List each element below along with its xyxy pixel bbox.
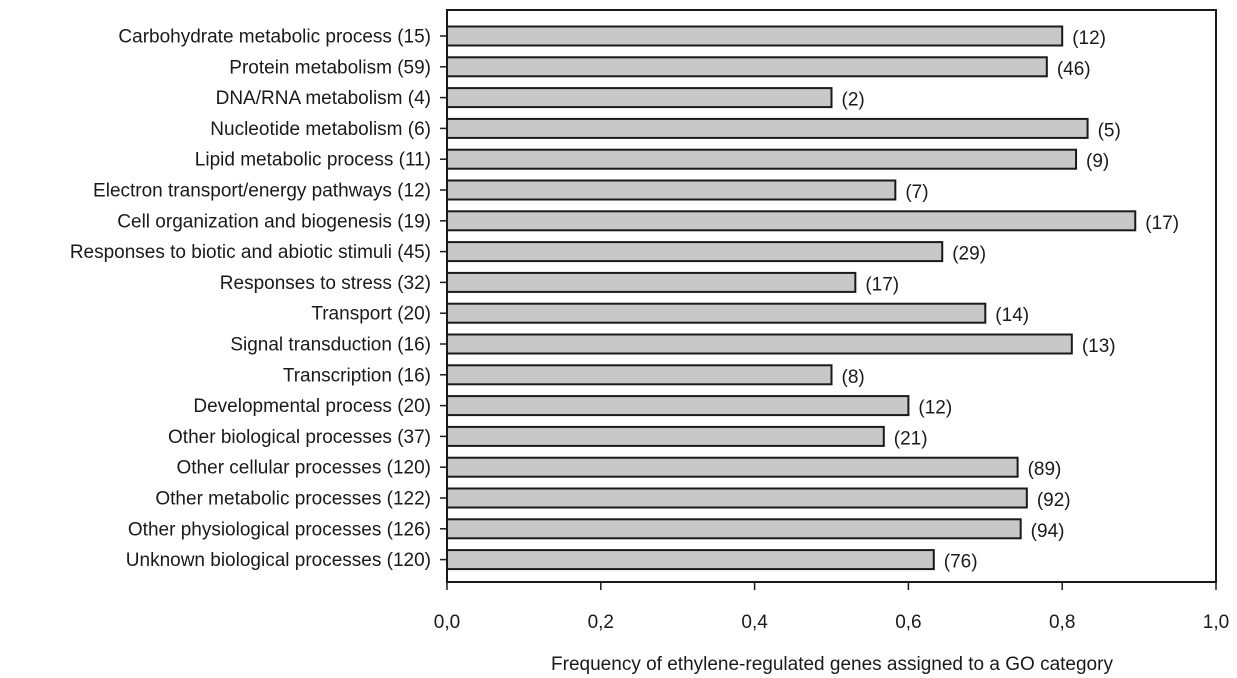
data-label: (2) xyxy=(842,90,865,111)
category-label: Lipid metabolic process (11) xyxy=(195,150,431,171)
category-label: Other physiological processes (126) xyxy=(128,519,431,540)
category-label: Responses to stress (32) xyxy=(220,273,431,294)
data-label: (76) xyxy=(944,552,978,573)
bar xyxy=(446,302,987,324)
bar xyxy=(446,425,885,447)
x-tick-label: 0,6 xyxy=(895,612,921,633)
bar xyxy=(446,364,833,386)
data-label: (9) xyxy=(1086,151,1109,172)
bar xyxy=(446,395,910,417)
data-label: (14) xyxy=(995,305,1029,326)
category-label: Other biological processes (37) xyxy=(168,427,431,448)
data-label: (12) xyxy=(1072,28,1106,49)
bar xyxy=(446,518,1022,540)
data-label: (12) xyxy=(918,398,952,419)
category-label: Cell organization and biogenesis (19) xyxy=(117,211,431,232)
category-label: Transport (20) xyxy=(311,304,431,325)
data-label: (7) xyxy=(905,182,928,203)
category-labels: Carbohydrate metabolic process (15) (12) P… xyxy=(70,27,1179,573)
bar xyxy=(446,56,1048,78)
category-label: Other metabolic processes (122) xyxy=(155,489,431,510)
bar xyxy=(446,271,857,293)
bar xyxy=(446,179,897,201)
data-label: (5) xyxy=(1098,120,1121,141)
plot-frame xyxy=(446,9,1217,583)
data-label: (89) xyxy=(1028,459,1062,480)
data-label: (29) xyxy=(952,244,986,265)
x-tick-label: 1,0 xyxy=(1203,612,1229,633)
category-label: Carbohydrate metabolic process (15) xyxy=(118,27,431,48)
data-label: (13) xyxy=(1082,336,1116,357)
bar xyxy=(446,210,1137,232)
x-tick-label: 0,2 xyxy=(588,612,614,633)
bars-group xyxy=(446,25,1137,571)
category-label: Transcription (16) xyxy=(283,365,431,386)
data-label: (17) xyxy=(865,274,899,295)
bar xyxy=(446,456,1019,478)
bar xyxy=(446,25,1064,47)
x-axis: 0,0 0,2 0,4 0,6 0,8 1,0 xyxy=(434,35,1229,633)
category-label: Protein metabolism (59) xyxy=(229,57,431,78)
category-label: Signal transduction (16) xyxy=(230,335,431,356)
data-label: (17) xyxy=(1145,213,1179,234)
data-label: (92) xyxy=(1037,490,1071,511)
category-label: Developmental process (20) xyxy=(193,396,431,417)
bar xyxy=(446,117,1089,139)
category-label: Other cellular processes (120) xyxy=(177,458,432,479)
data-label: (8) xyxy=(842,367,865,388)
category-label: Unknown biological processes (120) xyxy=(126,550,431,571)
category-label: Electron transport/energy pathways (12) xyxy=(93,181,431,202)
bar xyxy=(446,148,1078,170)
plot-area xyxy=(446,9,1217,583)
bar xyxy=(446,333,1073,355)
x-tick-label: 0,4 xyxy=(741,612,768,633)
data-label: (94) xyxy=(1031,521,1065,542)
x-axis-title: Frequency of ethylene-regulated genes as… xyxy=(551,654,1113,675)
bar xyxy=(446,87,833,109)
x-tick-label: 0,8 xyxy=(1049,612,1075,633)
category-label: Nucleotide metabolism (6) xyxy=(210,119,431,140)
x-tick-label: 0,0 xyxy=(434,612,460,633)
category-label: DNA/RNA metabolism (4) xyxy=(216,88,431,109)
bar xyxy=(446,549,935,571)
bar xyxy=(446,487,1028,509)
bar xyxy=(446,241,944,263)
data-label: (21) xyxy=(894,428,928,449)
data-label: (46) xyxy=(1057,59,1091,80)
category-label: Responses to biotic and abiotic stimuli … xyxy=(70,242,431,263)
